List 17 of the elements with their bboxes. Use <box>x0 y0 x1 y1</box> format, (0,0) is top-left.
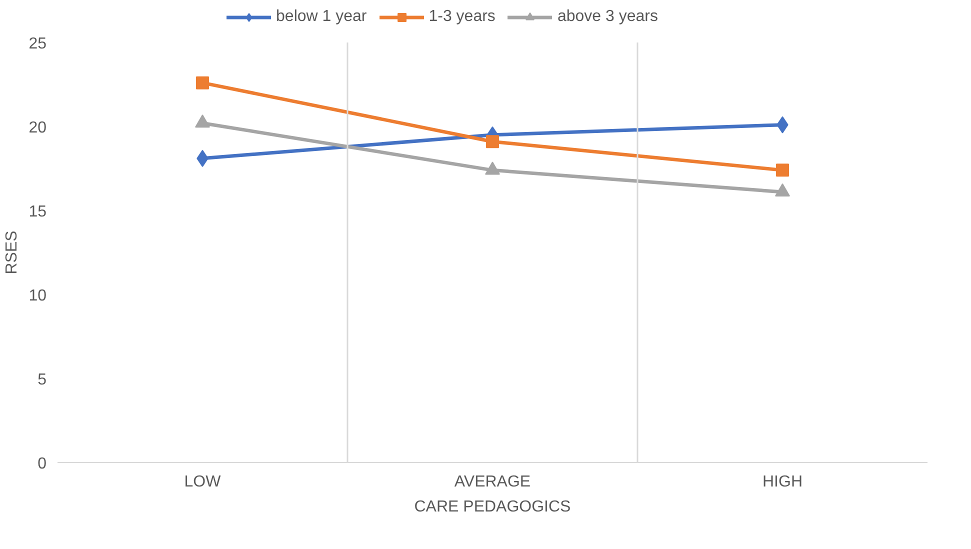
legend-label: above 3 years <box>557 8 658 26</box>
x-tick-label: LOW <box>184 474 222 490</box>
y-tick-label: 25 <box>28 36 47 52</box>
x-axis-title: CARE PEDAGOGICS <box>414 498 571 516</box>
point <box>776 164 789 177</box>
point <box>196 76 209 90</box>
y-axis-title: RSES <box>4 230 21 274</box>
point <box>486 135 499 148</box>
y-tick-label: 15 <box>28 204 47 220</box>
x-tick-label: HIGH <box>762 474 802 490</box>
y-tick-label: 0 <box>38 456 47 472</box>
legend-label: 1-3 years <box>428 8 496 26</box>
legend-label: below 1 year <box>276 8 367 26</box>
y-tick-label: 10 <box>28 288 47 304</box>
y-tick-label: 20 <box>28 120 47 136</box>
x-tick-label: AVERAGE <box>454 474 531 490</box>
y-tick-label: 5 <box>38 372 47 388</box>
